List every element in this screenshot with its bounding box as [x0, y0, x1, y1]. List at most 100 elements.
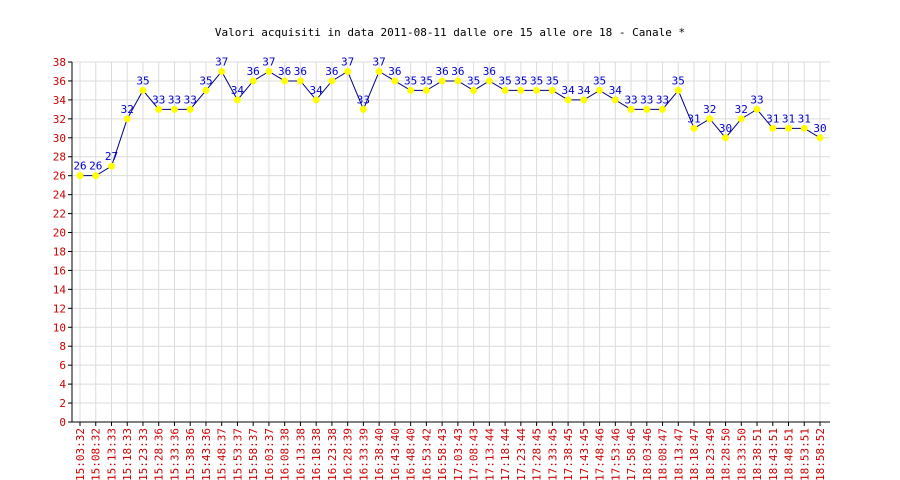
y-tick-label: 30 [53, 132, 66, 145]
data-point [785, 124, 793, 132]
data-label: 32 [121, 103, 134, 116]
x-tick-label: 17:53:46 [609, 428, 622, 480]
x-tick-label: 18:28:50 [720, 428, 733, 480]
x-tick-label: 15:18:33 [121, 428, 134, 480]
x-tick-label: 18:53:51 [798, 428, 811, 480]
data-label: 35 [404, 74, 417, 87]
data-label: 31 [766, 112, 779, 125]
x-tick-label: 18:08:47 [657, 428, 670, 480]
y-tick-label: 24 [53, 189, 67, 202]
data-point [722, 134, 730, 142]
x-tick-label: 16:28:39 [342, 428, 355, 480]
data-point [643, 105, 651, 113]
data-label: 33 [640, 93, 653, 106]
data-point [233, 96, 241, 104]
y-tick-label: 16 [53, 264, 66, 277]
data-point [107, 162, 115, 170]
data-point [737, 115, 745, 123]
x-axis-ticks: 15:03:32 15:08:32 15:13:33 15:18:33 15:23:33… [74, 428, 827, 480]
x-tick-label: 15:03:32 [74, 428, 87, 480]
y-tick-label: 22 [53, 208, 66, 221]
x-tick-label: 17:48:46 [594, 428, 607, 480]
data-label: 32 [735, 103, 748, 116]
data-point [218, 67, 226, 75]
x-tick-label: 16:38:40 [373, 428, 386, 480]
x-tick-label: 18:43:51 [767, 428, 780, 480]
data-point [265, 67, 273, 75]
data-point [422, 86, 430, 94]
y-tick-label: 10 [53, 321, 66, 334]
x-tick-label: 16:33:39 [357, 428, 370, 480]
data-label: 35 [546, 74, 559, 87]
data-label: 34 [310, 84, 324, 97]
x-tick-label: 15:58:37 [247, 428, 260, 480]
x-tick-label: 18:58:52 [814, 428, 827, 480]
x-tick-label: 16:08:38 [279, 428, 292, 480]
data-point [312, 96, 320, 104]
data-point [611, 96, 619, 104]
data-point [485, 77, 493, 85]
data-label: 35 [467, 74, 480, 87]
data-point [375, 67, 383, 75]
data-point [706, 115, 714, 123]
data-point [580, 96, 588, 104]
x-tick-label: 17:43:45 [578, 428, 591, 480]
x-tick-label: 18:38:51 [751, 428, 764, 480]
data-point [76, 172, 84, 180]
x-tick-label: 15:08:32 [90, 428, 103, 480]
x-tick-label: 16:53:42 [420, 428, 433, 480]
series-layer [76, 67, 824, 180]
y-tick-label: 12 [53, 302, 66, 315]
x-tick-label: 17:58:46 [625, 428, 638, 480]
y-tick-label: 8 [59, 340, 66, 353]
grid [72, 61, 830, 423]
data-label: 35 [530, 74, 543, 87]
data-point [359, 105, 367, 113]
data-label: 35 [498, 74, 511, 87]
data-label: 34 [609, 84, 623, 97]
data-point [123, 115, 131, 123]
data-point [517, 86, 525, 94]
data-point [548, 86, 556, 94]
data-label: 36 [388, 65, 401, 78]
data-point [627, 105, 635, 113]
data-label: 32 [703, 103, 716, 116]
data-label: 37 [373, 55, 386, 68]
data-point [155, 105, 163, 113]
x-tick-label: 17:13:44 [483, 428, 496, 480]
data-point [470, 86, 478, 94]
y-tick-label: 4 [59, 378, 66, 391]
data-point [533, 86, 541, 94]
data-label: 31 [782, 112, 795, 125]
data-point [596, 86, 604, 94]
data-label: 35 [514, 74, 527, 87]
data-label: 35 [136, 74, 149, 87]
x-tick-label: 17:18:44 [499, 428, 512, 480]
data-label: 37 [215, 55, 228, 68]
data-point [816, 134, 824, 142]
data-point [186, 105, 194, 113]
data-point [296, 77, 304, 85]
y-tick-label: 38 [53, 56, 66, 69]
x-tick-label: 18:13:47 [672, 428, 685, 480]
y-tick-label: 26 [53, 170, 66, 183]
data-label: 26 [89, 160, 102, 173]
data-label: 27 [105, 150, 118, 163]
x-tick-label: 18:23:49 [704, 428, 717, 480]
data-label: 36 [451, 65, 464, 78]
data-point [690, 124, 698, 132]
x-tick-label: 17:38:45 [562, 428, 575, 480]
data-point [659, 105, 667, 113]
data-point [564, 96, 572, 104]
data-point [202, 86, 210, 94]
x-tick-label: 15:48:37 [216, 428, 229, 480]
y-tick-label: 0 [59, 416, 66, 429]
data-label: 33 [357, 93, 370, 106]
data-label: 35 [199, 74, 212, 87]
data-point [769, 124, 777, 132]
data-point [501, 86, 509, 94]
y-tick-label: 6 [59, 359, 66, 372]
y-tick-label: 34 [53, 94, 67, 107]
data-label: 36 [278, 65, 291, 78]
